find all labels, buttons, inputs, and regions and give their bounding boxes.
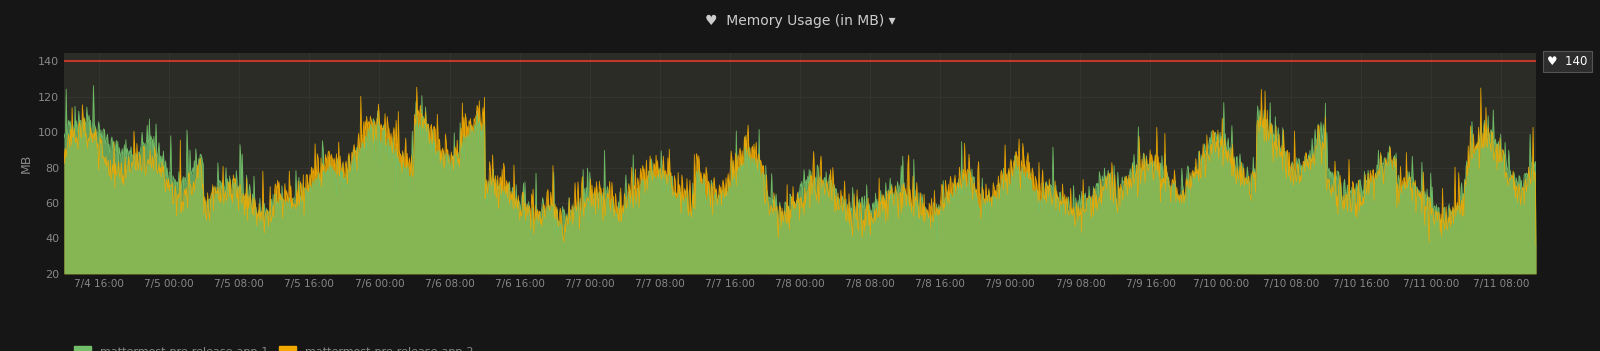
Legend: mattermost-pre-release-app-1, mattermost-pre-release-app-2: mattermost-pre-release-app-1, mattermost… [69, 342, 477, 351]
Y-axis label: MB: MB [19, 153, 32, 173]
Text: ♥  Memory Usage (in MB) ▾: ♥ Memory Usage (in MB) ▾ [704, 14, 896, 28]
Text: ♥  140: ♥ 140 [1547, 55, 1587, 68]
